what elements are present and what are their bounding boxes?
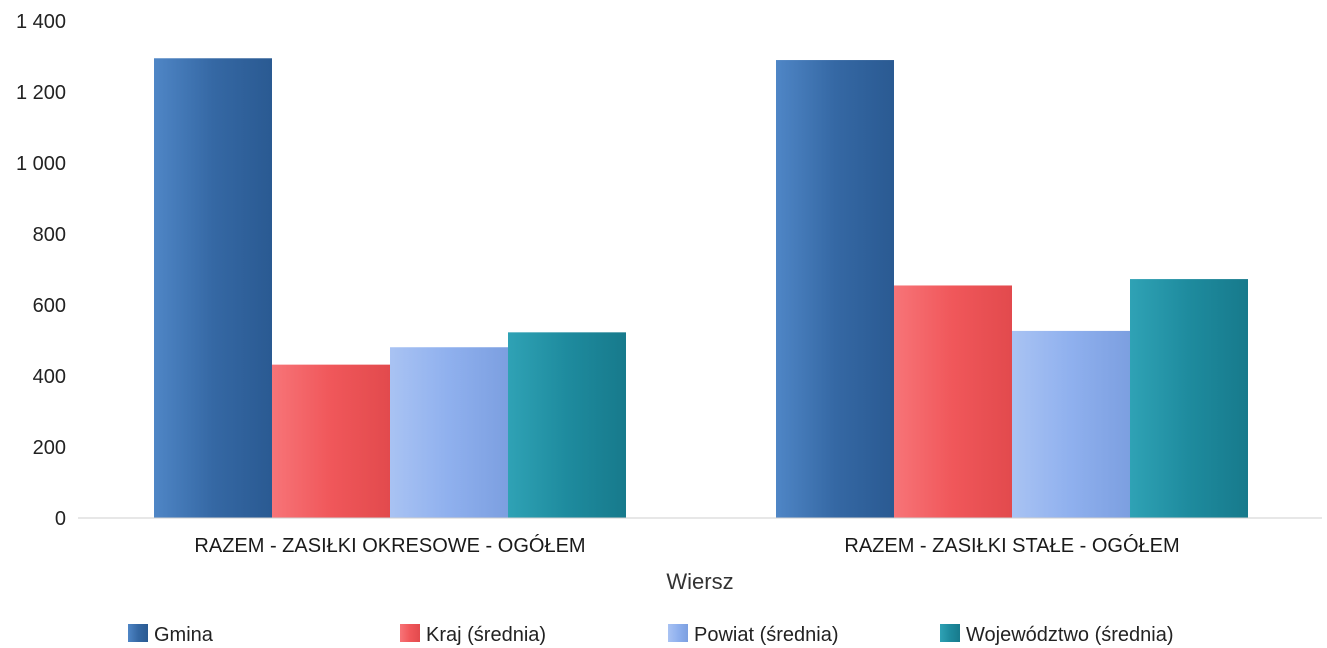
y-tick-label: 600 — [33, 295, 66, 317]
y-tick-label: 400 — [33, 366, 66, 388]
y-tick-label: 0 — [55, 508, 66, 530]
y-tick-label: 800 — [33, 224, 66, 246]
y-axis: 0 200 400 600 800 1 000 1 200 1 400 — [16, 11, 66, 530]
legend-swatch — [128, 624, 148, 642]
legend-label: Kraj (średnia) — [426, 624, 546, 646]
x-axis-label: Wiersz — [666, 569, 733, 594]
legend-label: Gmina — [154, 624, 214, 646]
y-tick-label: 200 — [33, 437, 66, 459]
bar-powiat — [1012, 330, 1130, 518]
x-category-label: RAZEM - ZASIŁKI OKRESOWE - OGÓŁEM — [194, 534, 585, 557]
y-tick-label: 1 000 — [16, 153, 66, 175]
y-tick-label: 1 400 — [16, 11, 66, 33]
legend-item: Województwo (średnia) — [940, 624, 1174, 646]
legend-swatch — [400, 624, 420, 642]
x-axis-categories: RAZEM - ZASIŁKI OKRESOWE - OGÓŁEM RAZEM -… — [194, 534, 1179, 557]
bar-województwo — [1130, 279, 1248, 518]
legend-label: Powiat (średnia) — [694, 624, 839, 646]
y-tick-label: 1 200 — [16, 82, 66, 104]
legend-swatch — [940, 624, 960, 642]
bar-powiat — [390, 347, 508, 518]
bar-województwo — [508, 332, 626, 518]
bar-gmina — [776, 60, 894, 519]
bars — [154, 58, 1248, 519]
legend-swatch — [668, 624, 688, 642]
bar-kraj — [894, 285, 1012, 518]
legend: Gmina Kraj (średnia) Powiat (średnia) Wojew… — [128, 624, 1174, 646]
legend-item: Kraj (średnia) — [400, 624, 546, 646]
bar-gmina — [154, 58, 272, 519]
bar-kraj — [272, 364, 390, 518]
legend-item: Powiat (średnia) — [668, 624, 839, 646]
legend-label: Województwo (średnia) — [966, 624, 1174, 646]
x-category-label: RAZEM - ZASIŁKI STAŁE - OGÓŁEM — [844, 534, 1179, 557]
legend-item: Gmina — [128, 624, 214, 646]
